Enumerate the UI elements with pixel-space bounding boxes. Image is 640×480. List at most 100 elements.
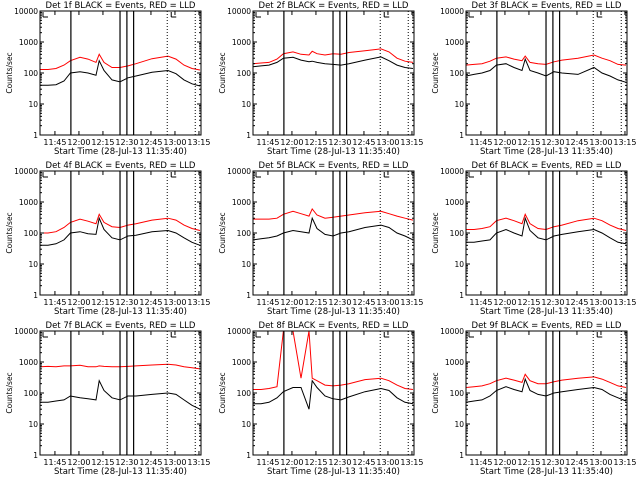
x-tick-label: 11:45 xyxy=(43,298,66,307)
y-tick-label: 1 xyxy=(33,131,38,140)
x-tick-label: 12:30 xyxy=(115,138,138,147)
x-tick-label: 11:45 xyxy=(43,138,66,147)
panel-title: Det 6f BLACK = Events, RED = LLD xyxy=(472,161,622,171)
lld-series-line xyxy=(40,213,201,234)
y-axis-label: Counts/sec xyxy=(5,212,14,253)
y-tick-label: 10000 xyxy=(227,7,251,16)
y-tick-label: 100 xyxy=(24,389,39,398)
y-axis-label: Counts/sec xyxy=(5,372,14,413)
events-series-line xyxy=(40,59,201,87)
x-tick-label: 12:00 xyxy=(67,298,90,307)
x-tick-label: 12:15 xyxy=(517,298,540,307)
panel-title: Det 4f BLACK = Events, RED = LLD xyxy=(46,161,196,171)
y-axis-label: Counts/sec xyxy=(218,52,227,93)
y-tick-label: 10 xyxy=(454,100,464,109)
x-tick-label: 13:00 xyxy=(163,458,186,467)
y-tick-label: 10 xyxy=(28,100,38,109)
x-tick-label: 12:30 xyxy=(541,298,564,307)
x-tick-label: 12:45 xyxy=(565,458,588,467)
x-tick-label: 12:30 xyxy=(328,138,351,147)
bracket-mark xyxy=(468,172,474,178)
x-tick-label: 12:30 xyxy=(115,458,138,467)
y-tick-label: 1000 xyxy=(445,38,464,47)
y-tick-label: 10000 xyxy=(227,327,251,336)
panel-title: Det 9f BLACK = Events, RED = LLD xyxy=(472,321,622,331)
x-tick-label: 13:15 xyxy=(400,458,423,467)
x-tick-label: 13:00 xyxy=(589,138,612,147)
x-tick-label: 12:00 xyxy=(493,298,516,307)
x-tick-label: 12:00 xyxy=(67,458,90,467)
y-tick-label: 10 xyxy=(241,100,251,109)
x-axis-label: Start Time (28-Jul-13 11:35:40) xyxy=(267,147,400,157)
x-tick-label: 12:00 xyxy=(280,138,303,147)
y-tick-label: 10000 xyxy=(14,7,38,16)
bracket-mark xyxy=(42,332,48,338)
panel-det-6: 1 10 100 1000 10000 11:45 12:00 12:15 12:30 12:45… xyxy=(431,161,636,317)
bracket-mark xyxy=(468,12,474,18)
y-tick-label: 1000 xyxy=(19,358,38,367)
y-tick-label: 100 xyxy=(450,389,465,398)
x-tick-label: 11:45 xyxy=(256,298,279,307)
y-tick-label: 10000 xyxy=(14,167,38,176)
x-tick-label: 13:15 xyxy=(187,138,210,147)
y-tick-label: 10 xyxy=(454,260,464,269)
x-tick-label: 12:00 xyxy=(67,138,90,147)
x-tick-label: 12:45 xyxy=(352,138,375,147)
x-tick-label: 11:45 xyxy=(469,138,492,147)
y-tick-label: 10000 xyxy=(440,327,464,336)
x-tick-label: 13:15 xyxy=(613,298,636,307)
y-tick-label: 1000 xyxy=(445,198,464,207)
y-tick-label: 1000 xyxy=(19,38,38,47)
panel-det-1: 1 10 100 1000 10000 11:45 12:00 12:15 12:30 12:45… xyxy=(5,1,210,157)
y-axis-label: Counts/sec xyxy=(5,52,14,93)
bracket-mark xyxy=(255,12,261,18)
x-tick-label: 13:15 xyxy=(187,458,210,467)
bracket-mark xyxy=(170,172,177,178)
x-tick-label: 12:30 xyxy=(541,138,564,147)
bracket-mark xyxy=(468,332,474,338)
x-tick-label: 11:45 xyxy=(43,458,66,467)
panel-det-3: 1 10 100 1000 10000 11:45 12:00 12:15 12:30 12:45… xyxy=(431,1,636,157)
x-axis-label: Start Time (28-Jul-13 11:35:40) xyxy=(267,467,400,477)
y-tick-label: 1000 xyxy=(445,358,464,367)
bracket-mark xyxy=(255,172,261,178)
x-tick-label: 12:45 xyxy=(139,138,162,147)
x-tick-label: 11:45 xyxy=(256,138,279,147)
x-tick-label: 13:15 xyxy=(613,138,636,147)
x-tick-label: 13:00 xyxy=(376,458,399,467)
y-tick-label: 10 xyxy=(28,260,38,269)
y-axis-label: Counts/sec xyxy=(431,372,440,413)
x-tick-label: 13:00 xyxy=(376,138,399,147)
events-series-line xyxy=(252,216,414,241)
panel-title: Det 2f BLACK = Events, RED = LLD xyxy=(259,1,409,11)
x-axis-label: Start Time (28-Jul-13 11:35:40) xyxy=(480,307,613,317)
x-tick-label: 13:00 xyxy=(589,458,612,467)
x-tick-label: 12:00 xyxy=(493,138,516,147)
y-tick-label: 100 xyxy=(237,69,252,78)
panel-title: Det 5f BLACK = Events, RED = LLD xyxy=(259,161,409,171)
x-tick-label: 12:15 xyxy=(304,138,327,147)
x-axis-label: Start Time (28-Jul-13 11:35:40) xyxy=(54,307,187,317)
y-tick-label: 10000 xyxy=(227,167,251,176)
x-tick-label: 13:15 xyxy=(187,298,210,307)
x-tick-label: 12:15 xyxy=(91,138,114,147)
panel-title: Det 1f BLACK = Events, RED = LLD xyxy=(46,1,196,11)
y-tick-label: 100 xyxy=(237,389,252,398)
y-tick-label: 1 xyxy=(33,291,38,300)
panel-det-2: 1 10 100 1000 10000 11:45 12:00 12:15 12:30 12:45… xyxy=(218,1,423,157)
panel-det-9: 1 10 100 1000 10000 11:45 12:00 12:15 12:30 12:45… xyxy=(431,321,636,477)
events-series-line xyxy=(253,379,414,410)
panel-title: Det 7f BLACK = Events, RED = LLD xyxy=(46,321,196,331)
y-tick-label: 10000 xyxy=(14,327,38,336)
bracket-mark xyxy=(170,332,177,338)
y-tick-label: 1 xyxy=(459,291,464,300)
x-tick-label: 12:30 xyxy=(541,458,564,467)
lld-series-line xyxy=(465,54,627,66)
x-axis-label: Start Time (28-Jul-13 11:35:40) xyxy=(480,147,613,157)
x-tick-label: 12:30 xyxy=(328,298,351,307)
x-tick-label: 12:15 xyxy=(304,458,327,467)
x-tick-label: 11:45 xyxy=(469,458,492,467)
x-tick-label: 12:45 xyxy=(139,458,162,467)
y-tick-label: 100 xyxy=(24,69,39,78)
